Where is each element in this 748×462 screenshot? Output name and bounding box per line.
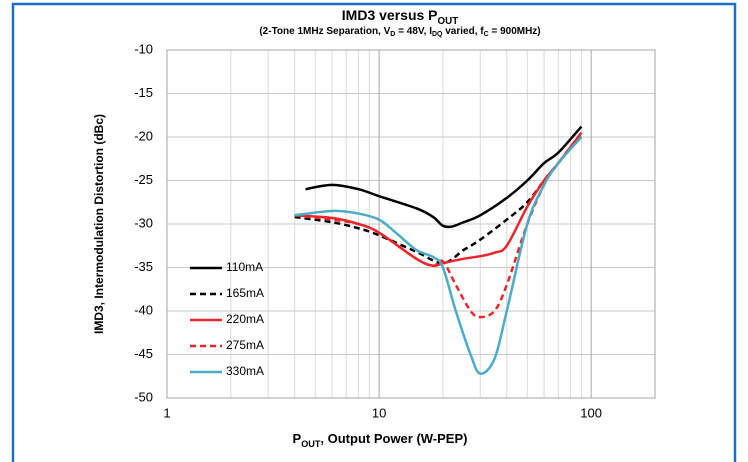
x-axis-label-part: , Output Power (W-PEP) — [320, 431, 467, 446]
legend-label: 110mA — [226, 260, 263, 274]
x-tick-label: 1 — [163, 405, 170, 420]
chart-title-part: IMD3 versus P — [342, 7, 438, 23]
legend-label: 220mA — [226, 312, 264, 326]
y-tick-label: -30 — [134, 215, 153, 230]
x-tick-label: 100 — [580, 405, 602, 420]
chart-subtitle-part: = 48V, I — [395, 26, 432, 37]
y-tick-label: -15 — [134, 85, 153, 100]
y-tick-label: -25 — [134, 172, 153, 187]
plot-border — [166, 49, 656, 399]
x-axis-label-part: P — [293, 431, 302, 446]
legend-label: 275mA — [226, 338, 264, 352]
series-line — [294, 136, 583, 375]
chart-subtitle-part: = 900MHz) — [489, 26, 541, 37]
chart-subtitle-part: D — [390, 31, 395, 38]
legend-label: 165mA — [226, 286, 264, 300]
chart-title-part: OUT — [438, 16, 459, 27]
x-axis-label-part: OUT — [301, 439, 321, 449]
y-tick-label: -20 — [134, 128, 153, 143]
series-line — [305, 125, 583, 229]
chart-title: IMD3 versus POUT — [342, 7, 458, 27]
chart-subtitle-part: varied, f — [442, 26, 484, 37]
y-tick-label: -50 — [134, 389, 153, 404]
chart-subtitle-part: C — [484, 31, 489, 38]
chart-subtitle-part: (2-Tone 1MHz Separation, V — [259, 26, 390, 37]
chart-subtitle: (2-Tone 1MHz Separation, VD = 48V, IDQ v… — [259, 26, 540, 39]
y-tick-label: -40 — [134, 302, 153, 317]
series-line — [294, 134, 583, 265]
y-tick-label: -10 — [134, 41, 153, 56]
y-tick-label: -45 — [134, 346, 153, 361]
x-axis-label: POUT, Output Power (W-PEP) — [293, 431, 468, 449]
legend-label: 330mA — [226, 364, 264, 378]
y-tick-label: -35 — [134, 259, 153, 274]
y-axis-label: IMD3, Intermodulation Distortion (dBc) — [92, 114, 106, 334]
x-tick-label: 10 — [372, 405, 386, 420]
chart-subtitle-part: DQ — [432, 31, 443, 38]
